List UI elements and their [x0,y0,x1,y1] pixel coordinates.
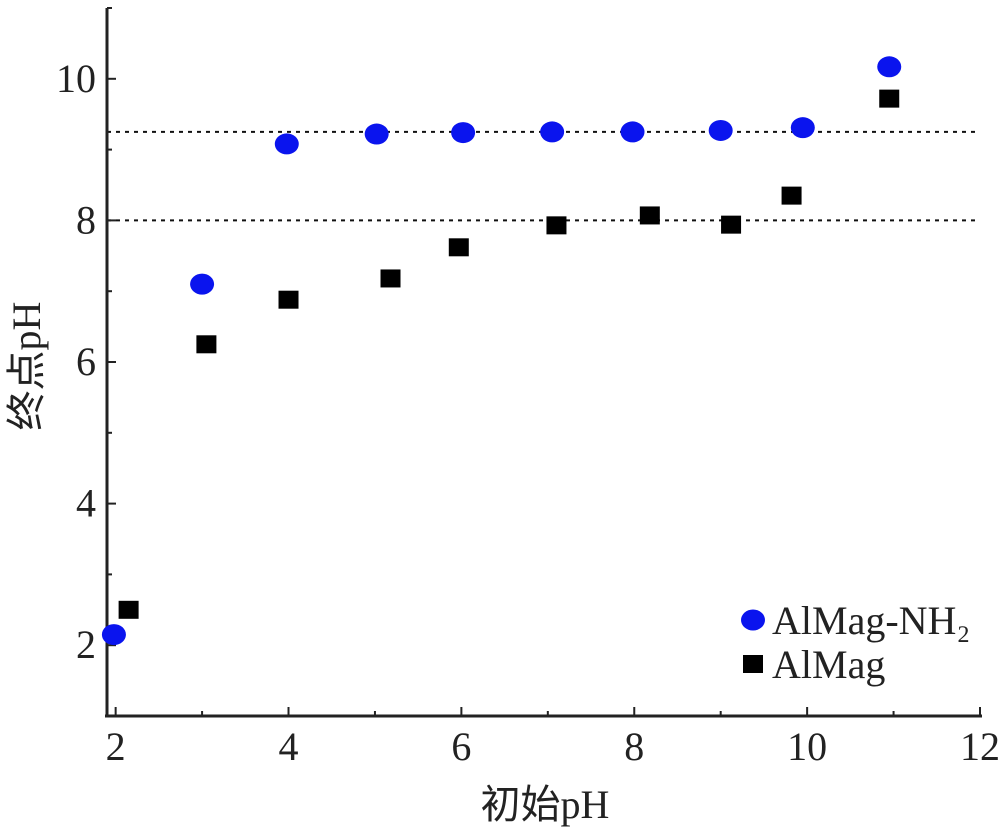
y-tick-label: 8 [76,197,96,242]
legend-square-marker [743,655,763,673]
x-tick-label: 2 [106,724,126,769]
square-point [639,206,660,225]
legend-circle-marker [741,609,765,631]
square-point [118,600,139,619]
data-points [101,56,902,646]
circle-point [274,133,299,155]
x-tick-label: 6 [451,724,471,769]
square-point [380,269,401,288]
circle-point [540,121,565,143]
y-axis-title: 终点pH [4,302,49,431]
square-point [196,335,217,354]
circle-point [190,273,215,295]
x-tick-label: 4 [279,724,299,769]
circle-point [101,624,126,646]
square-point [278,290,299,309]
square-point [721,215,742,234]
circle-point [708,119,733,141]
square-point [448,238,469,257]
circle-point [620,121,645,143]
x-tick-label: 12 [960,724,1000,769]
square-point [781,186,802,205]
x-axis-title: 初始pH [481,782,610,827]
y-tick-label: 10 [56,56,96,101]
x-tick-label: 10 [787,724,827,769]
y-tick-label: 2 [76,622,96,667]
square-point [879,89,900,108]
tick-labels: 2 4 6 8 10 12 2 4 6 8 10 [56,56,1000,769]
y-tick-label: 6 [76,339,96,384]
legend-label: AlMag-NH₂ [772,598,970,643]
axis-ticks [107,7,981,716]
legend-label: AlMag [772,642,885,687]
circle-point [877,56,902,78]
circle-point [451,122,476,144]
y-tick-label: 4 [76,481,96,526]
reference-lines [107,130,980,222]
square-point [546,216,567,235]
circle-point [790,117,815,139]
x-tick-label: 8 [624,724,644,769]
circle-point [364,123,389,145]
